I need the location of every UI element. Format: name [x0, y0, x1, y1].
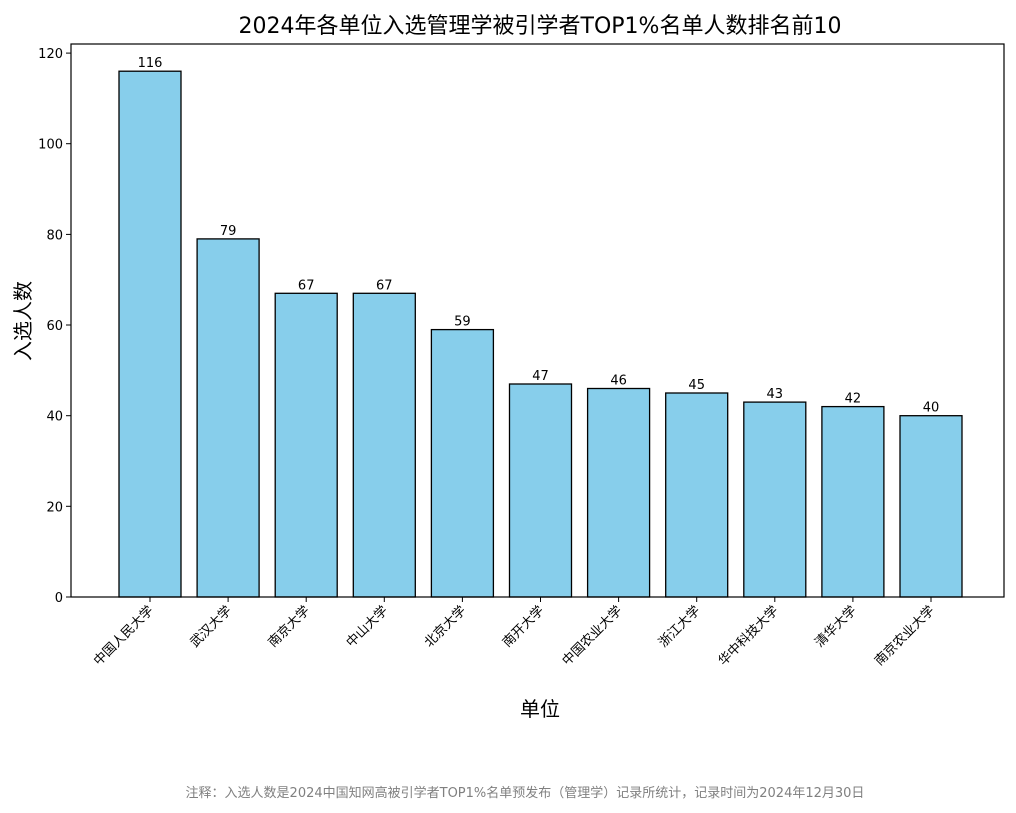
y-tick-label: 80: [46, 228, 63, 243]
x-tick-label: 南京大学: [265, 603, 313, 651]
x-tick-label: 中山大学: [343, 603, 391, 651]
chart-title: 2024年各单位入选管理学被引学者TOP1%名单人数排名前10: [239, 14, 842, 39]
bar: [118, 70, 182, 598]
bar: [821, 405, 885, 598]
y-tick-label: 40: [46, 410, 63, 425]
data-label: 79: [220, 224, 237, 239]
bar: [508, 383, 573, 598]
y-tick-label: 120: [38, 47, 63, 62]
y-tick-label: 20: [46, 500, 63, 515]
data-label: 116: [138, 56, 163, 71]
x-tick-label: 中国人民大学: [90, 603, 156, 669]
x-axis: 中国人民大学 武汉大学 南京大学 中山大学 北京大学 南开大学 中国农业大学 浙江大学 华中科技…: [90, 597, 938, 669]
x-tick-label: 浙江大学: [655, 603, 703, 651]
data-label: 40: [923, 401, 940, 416]
bar: [899, 415, 963, 598]
x-tick-label: 南开大学: [499, 603, 547, 651]
bar: [586, 387, 651, 598]
y-tick-label: 100: [38, 138, 63, 153]
x-tick-label: 清华大学: [812, 603, 860, 651]
data-label: 59: [454, 315, 471, 330]
bar: [743, 401, 807, 598]
plot-frame: [70, 43, 1005, 598]
data-label: 47: [532, 369, 549, 384]
data-label: 45: [688, 378, 705, 393]
x-tick-label: 北京大学: [421, 603, 469, 651]
x-tick-label: 武汉大学: [187, 603, 235, 651]
x-tick-label: 华中科技大学: [715, 603, 781, 669]
value-labels-layer: 116 79 67 67 59 47 46 45 43 42 40: [138, 56, 940, 416]
x-axis-label: 单位: [520, 697, 560, 721]
y-axis: 0 20 40 60 80 100 120: [38, 47, 71, 606]
data-label: 43: [767, 387, 784, 402]
data-label: 42: [845, 392, 862, 407]
data-label: 67: [376, 278, 393, 293]
y-tick-label: 0: [55, 591, 63, 606]
data-label: 46: [610, 374, 627, 389]
x-tick-label: 中国农业大学: [559, 603, 625, 669]
bar: [665, 392, 729, 598]
y-axis-label: 入选人数: [11, 281, 35, 361]
bar: [274, 292, 338, 598]
bar: [430, 328, 495, 598]
bars-layer: [118, 70, 963, 598]
bar: [196, 238, 260, 598]
footnote: 注释：入选人数是2024中国知网高被引学者TOP1%名单预发布（管理学）记录所统…: [186, 785, 865, 801]
bar: [352, 292, 416, 598]
x-tick-label: 南京农业大学: [871, 603, 937, 669]
y-tick-label: 60: [46, 319, 63, 334]
data-label: 67: [298, 278, 315, 293]
